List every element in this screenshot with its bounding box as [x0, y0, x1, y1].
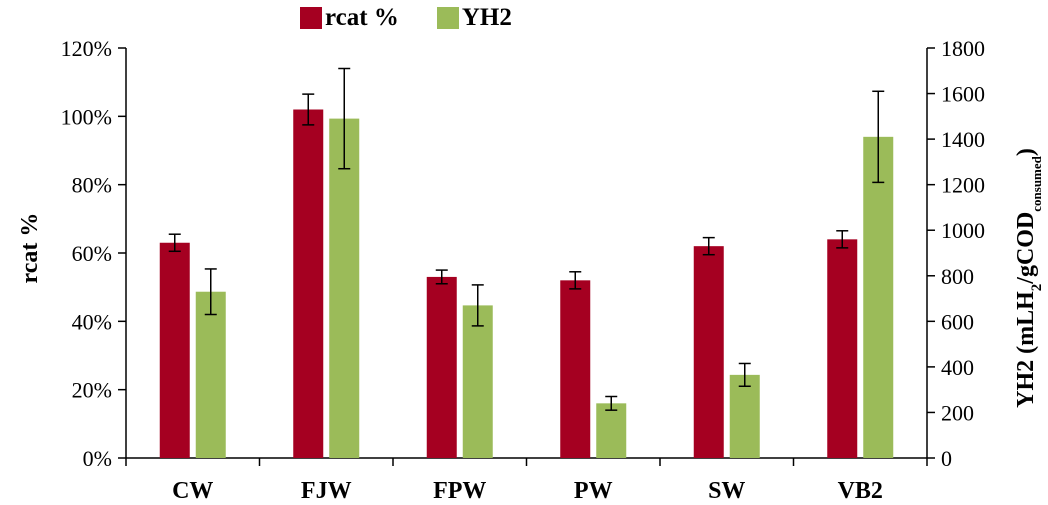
legend-item-rcat: rcat %	[300, 4, 399, 32]
y-right-tick-label: 200	[941, 400, 974, 425]
legend-label-rcat: rcat %	[325, 4, 399, 31]
bar-yh2	[863, 136, 894, 459]
y-left-tick-label: 80%	[72, 173, 112, 198]
legend-swatch-rcat	[300, 7, 322, 29]
legend-item-yh2: YH2	[436, 4, 512, 32]
x-tick-label: PW	[574, 478, 613, 504]
x-tick-label: FPW	[433, 478, 486, 504]
y-axis-right-title-mid: /gCOD	[1013, 212, 1039, 285]
y-axis-right-title-sub2: consumed	[1029, 155, 1044, 211]
bar-rcat	[426, 276, 457, 458]
y-right-tick-label: 600	[941, 309, 974, 334]
legend-swatch-yh2	[436, 7, 459, 29]
legend: rcat % YH2	[300, 4, 550, 32]
y-right-tick-label: 1200	[941, 173, 985, 198]
x-tick-label: FJW	[301, 478, 352, 504]
y-axis-right-title-main: YH2 (mLH	[1013, 291, 1039, 408]
x-tick-label: CW	[172, 478, 213, 504]
y-left-tick-label: 120%	[61, 36, 112, 61]
x-tick-label: SW	[708, 478, 745, 504]
y-left-tick-label: 40%	[72, 309, 112, 334]
y-axis-right-title-sub1: 2	[1029, 284, 1045, 292]
y-right-tick-label: 1400	[941, 127, 985, 152]
bar-rcat	[293, 109, 324, 458]
y-right-tick-label: 1800	[941, 36, 985, 61]
y-axis-right-title: YH2 (mLH2/gCODconsumed)	[1013, 148, 1045, 408]
y-left-tick-label: 20%	[72, 378, 112, 403]
y-axis-right-title-end: )	[1013, 148, 1039, 156]
y-right-tick-label: 400	[941, 355, 974, 380]
bars	[159, 67, 894, 459]
y-axis-left-title: rcat %	[17, 213, 43, 284]
axes	[118, 47, 935, 466]
y-left-tick-label: 60%	[72, 241, 112, 266]
bar-rcat	[693, 246, 724, 458]
y-right-tick-label: 0	[941, 446, 952, 471]
y-right-tick-label: 1000	[941, 218, 985, 243]
bar-yh2	[329, 118, 360, 458]
labels: 0% 20% 40% 60% 80% 100% 120% 0 200 400 600 800 1000 1…	[61, 36, 985, 504]
y-left-tick-label: 0%	[83, 446, 112, 471]
x-tick-label: VB2	[838, 478, 883, 504]
bar-yh2	[729, 374, 760, 458]
legend-label-yh2: YH2	[461, 4, 512, 31]
bar-yh2	[596, 403, 627, 458]
bar-rcat	[159, 242, 190, 458]
bar-yh2	[462, 305, 493, 458]
bar-rcat	[560, 280, 591, 458]
y-right-tick-label: 800	[941, 264, 974, 289]
y-left-tick-label: 100%	[61, 104, 112, 129]
bar-rcat	[827, 239, 858, 458]
bar-yh2	[195, 291, 226, 458]
y-right-tick-label: 1600	[941, 82, 985, 107]
